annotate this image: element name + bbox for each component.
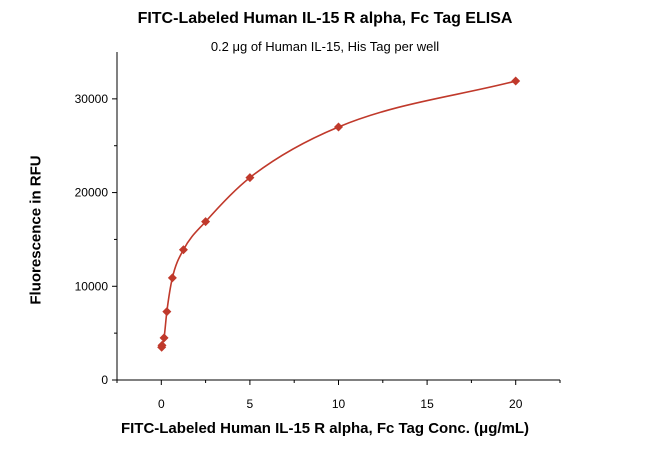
x-tick-label: 15 [420, 397, 434, 411]
data-point [245, 173, 255, 183]
data-point [334, 122, 343, 132]
x-axis-ticks: 0 5 10 15 20 [116, 380, 561, 411]
x-axis-label: FITC-Labeled Human IL-15 R alpha, Fc Tag… [120, 420, 530, 437]
data-points [157, 76, 521, 352]
y-tick-label: 10000 [75, 279, 109, 293]
x-tick-label: 10 [332, 397, 346, 411]
data-point [159, 333, 169, 343]
data-point [511, 76, 521, 86]
y-tick-label: 0 [101, 373, 108, 387]
data-point [167, 273, 177, 283]
x-tick-label: 0 [158, 397, 165, 411]
x-tick-label: 20 [509, 397, 523, 411]
fit-curve [160, 80, 516, 348]
y-axis-ticks: 0 10000 20000 30000 [75, 92, 117, 387]
chart-subtitle: 0.2 μg of Human IL-15, His Tag per well [210, 39, 440, 54]
x-tick-label: 5 [247, 397, 254, 411]
chart-title: FITC-Labeled Human IL-15 R alpha, Fc Tag… [137, 10, 513, 27]
data-point [162, 307, 172, 317]
data-point [157, 340, 167, 350]
y-tick-label: 20000 [75, 186, 109, 200]
y-tick-label: 30000 [75, 92, 109, 106]
data-point [178, 245, 188, 255]
data-point [201, 217, 211, 227]
